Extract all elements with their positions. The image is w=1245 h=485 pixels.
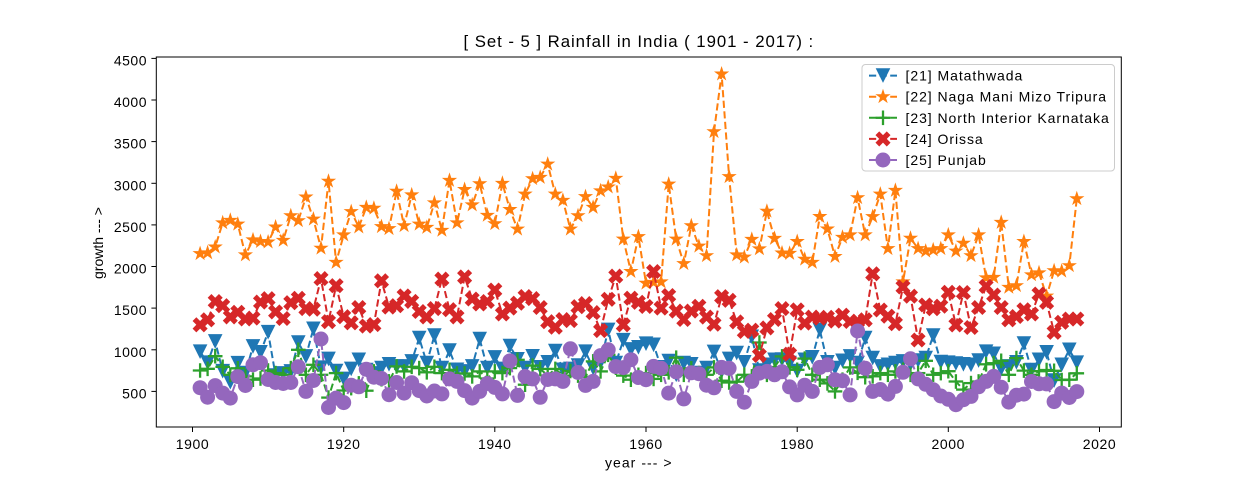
svg-text:2000: 2000 [932,436,966,452]
svg-text:[21] Matathwada: [21] Matathwada [906,68,1024,84]
svg-text:[22] Naga Mani Mizo Tripura: [22] Naga Mani Mizo Tripura [906,89,1108,105]
svg-text:[24] Orissa: [24] Orissa [906,131,984,147]
svg-text:1940: 1940 [478,436,512,452]
svg-text:1900: 1900 [176,436,210,452]
svg-text:500: 500 [122,385,147,401]
svg-text:2000: 2000 [114,261,147,277]
svg-text:1960: 1960 [629,436,663,452]
svg-text:1980: 1980 [780,436,814,452]
svg-text:2020: 2020 [1083,436,1117,452]
svg-text:1500: 1500 [114,302,147,318]
svg-text:[25] Punjab: [25] Punjab [906,152,987,168]
svg-text:growth --- >: growth --- > [90,207,106,279]
svg-text:4000: 4000 [114,94,147,110]
svg-text:1000: 1000 [114,344,147,360]
svg-text:2500: 2500 [114,219,147,235]
svg-text:1920: 1920 [327,436,361,452]
svg-text:year --- >: year --- > [605,455,673,471]
svg-text:4500: 4500 [114,52,147,68]
svg-text:[23] North Interior Karnataka: [23] North Interior Karnataka [906,110,1110,126]
svg-text:[ Set - 5 ] Rainfall in India: [ Set - 5 ] Rainfall in India ( 1901 - 2… [464,32,815,51]
svg-text:3500: 3500 [114,136,147,152]
svg-text:3000: 3000 [114,177,147,193]
